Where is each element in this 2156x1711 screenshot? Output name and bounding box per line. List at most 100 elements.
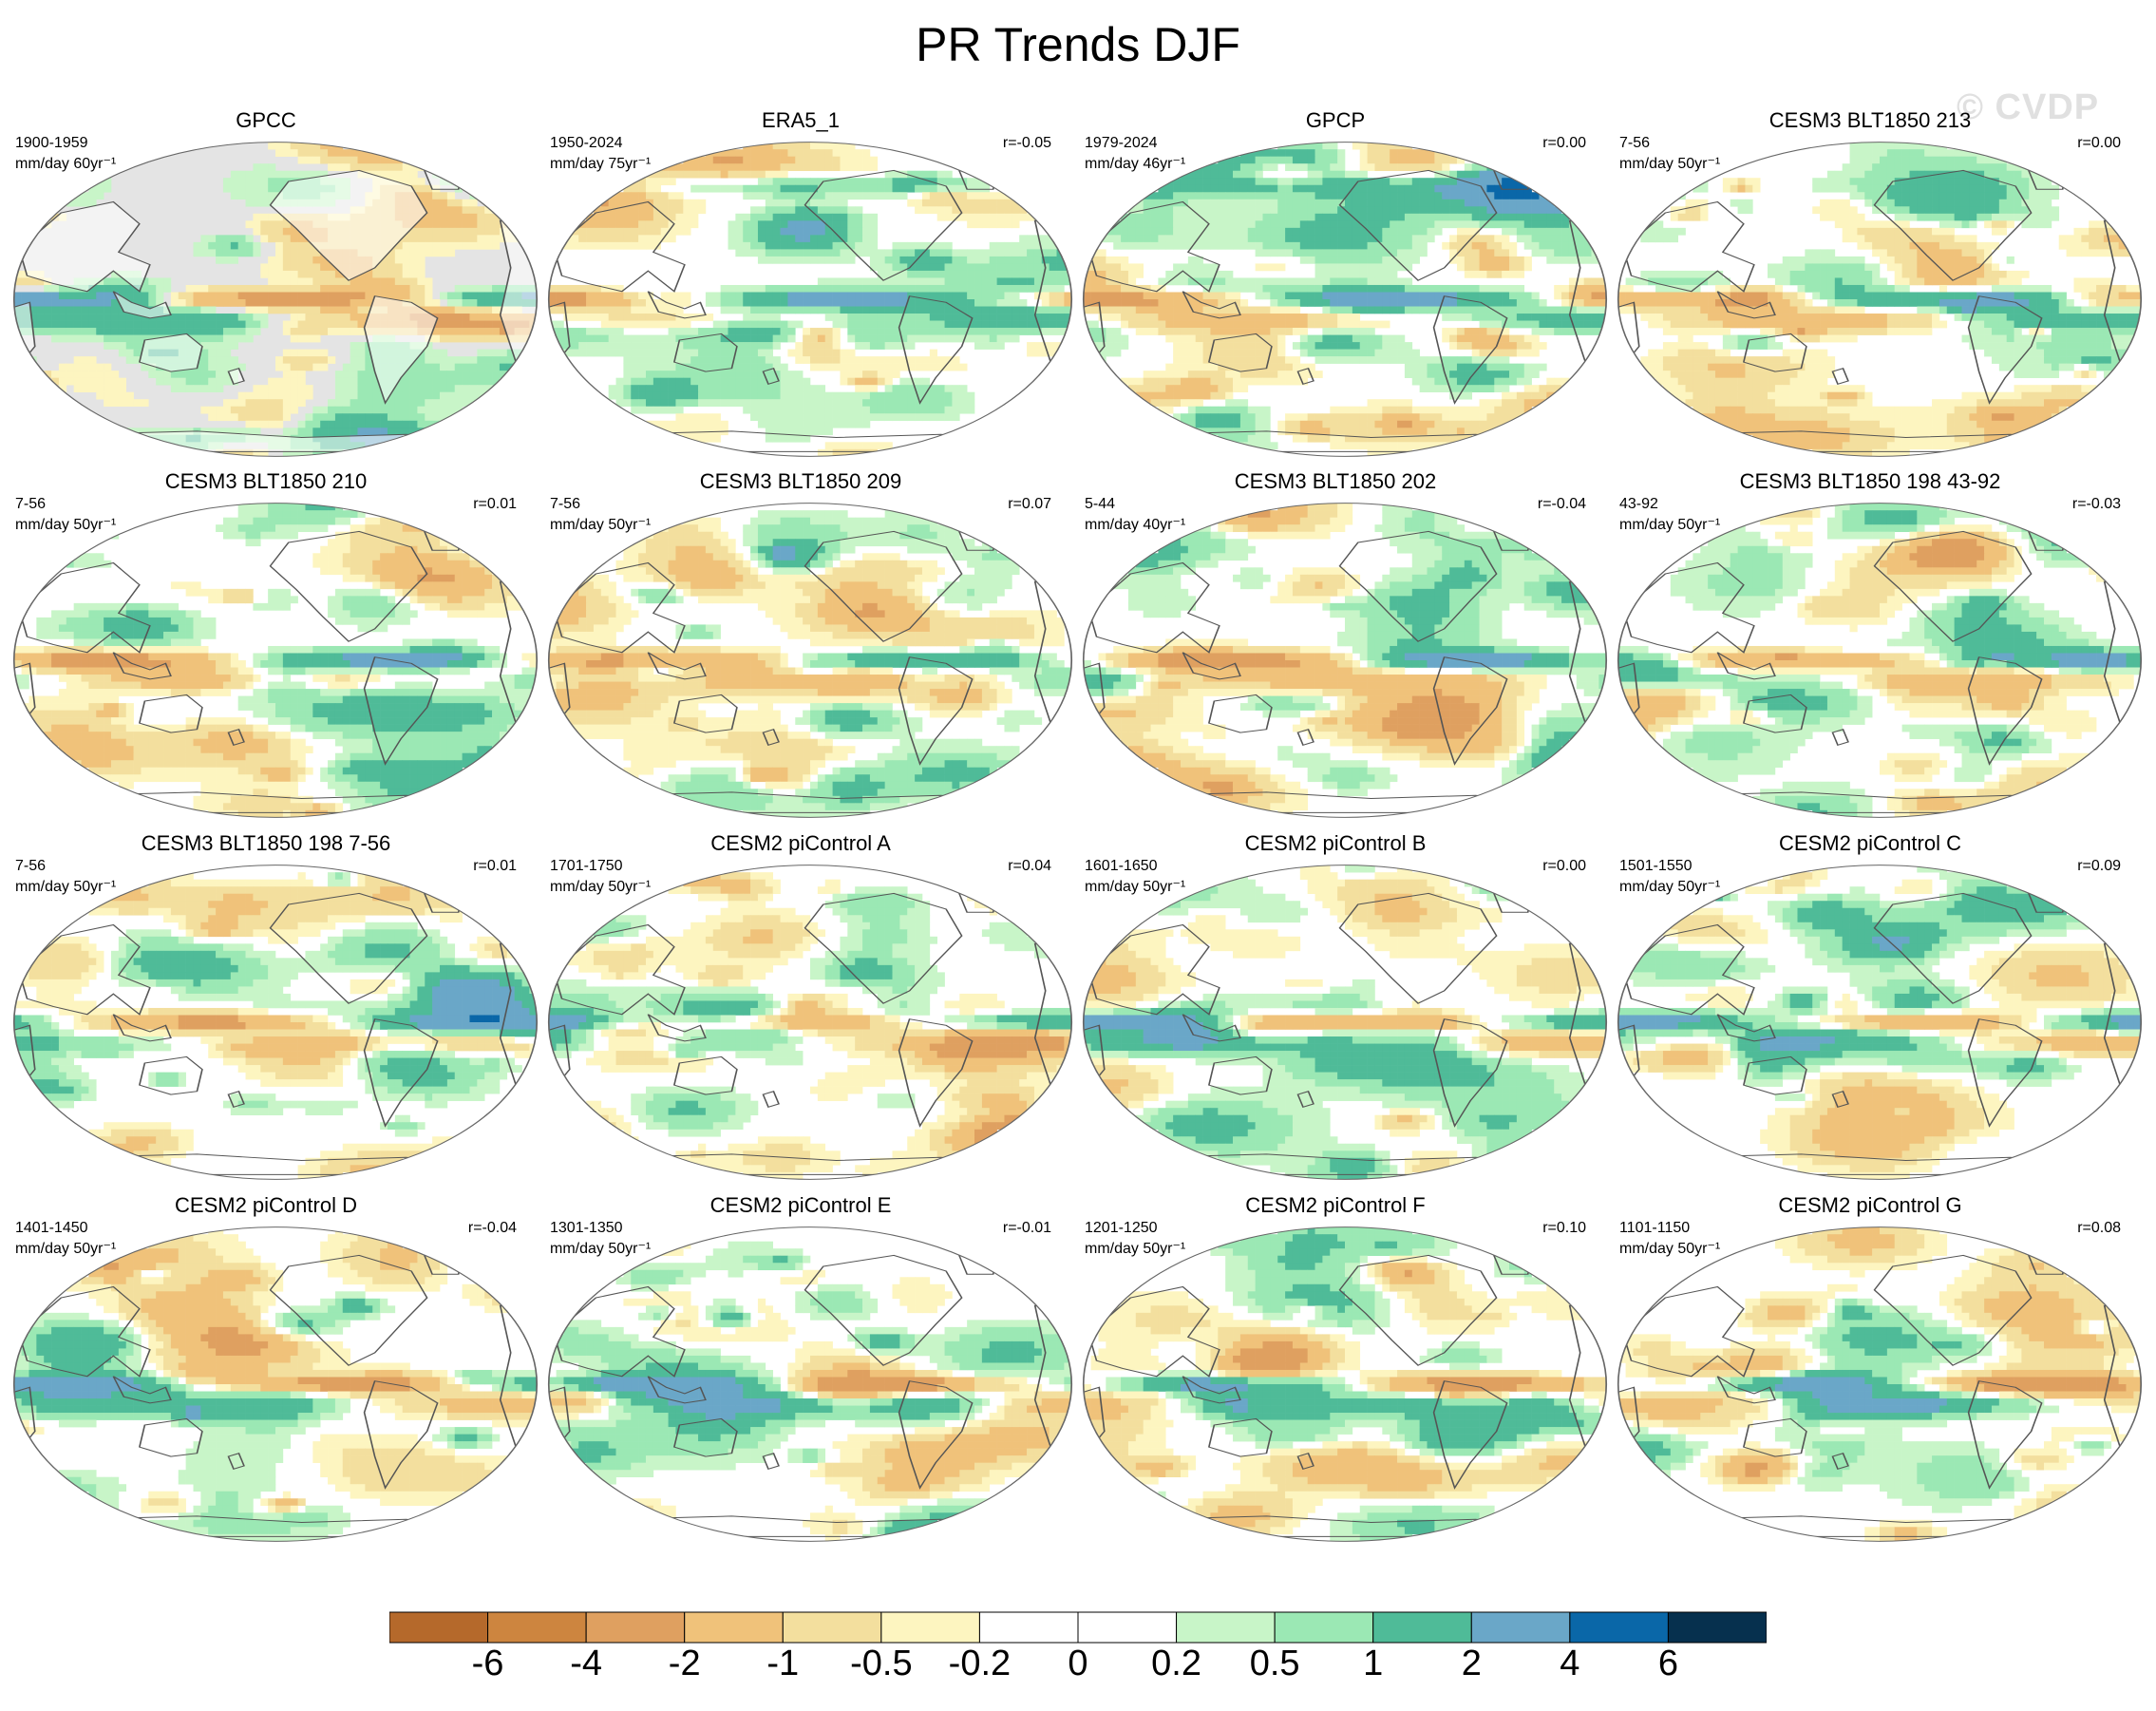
panel-title: ERA5_1 <box>535 108 1067 133</box>
panel-units: mm/day 60yr⁻¹ <box>15 154 116 173</box>
coastline <box>762 368 780 386</box>
page-title: PR Trends DJF <box>0 17 2156 72</box>
panel-years: 7-56 <box>15 496 46 513</box>
coastline <box>804 1254 963 1366</box>
map-outline <box>1082 503 1608 818</box>
coastline <box>1087 200 1220 293</box>
colorbar-tick-label: -1 <box>726 1644 840 1684</box>
map-plot <box>1082 1226 1608 1542</box>
coastline <box>363 1380 439 1490</box>
coastline <box>227 1091 245 1109</box>
coastline <box>1207 333 1273 372</box>
map-outline <box>1617 1226 2143 1542</box>
coastline <box>898 656 974 766</box>
coastline <box>1742 694 1807 733</box>
panel-years: 5-44 <box>1085 496 1115 513</box>
map-outline <box>1617 503 2143 818</box>
panel-title: CESM3 BLT1850 209 <box>535 469 1067 494</box>
colorbar-segment <box>1077 1611 1178 1644</box>
coastline <box>138 1417 203 1457</box>
panel-units: mm/day 50yr⁻¹ <box>1619 154 1720 173</box>
panel-units: mm/day 40yr⁻¹ <box>1085 515 1185 534</box>
coastline <box>1873 892 2033 1004</box>
coastline <box>647 1376 707 1404</box>
coastline <box>269 892 428 1004</box>
panel-correlation: r=0.00 <box>1542 135 1586 152</box>
coastline <box>363 1018 439 1128</box>
colorbar-tick-label: -2 <box>628 1644 742 1684</box>
coastline <box>553 200 686 293</box>
panel-correlation: r=0.01 <box>473 496 517 513</box>
map-outline <box>547 503 1073 818</box>
coastline <box>227 368 245 386</box>
coastline <box>762 729 780 747</box>
panel-units: mm/day 50yr⁻¹ <box>1619 1239 1720 1258</box>
map-plot <box>1617 142 2143 457</box>
panel-units: mm/day 75yr⁻¹ <box>550 154 651 173</box>
colorbar-tick-label: 4 <box>1513 1644 1627 1684</box>
panel-years: 1401-1450 <box>15 1220 88 1237</box>
map-outline <box>547 1226 1073 1542</box>
colorbar-tick-label: 2 <box>1414 1644 1528 1684</box>
map-panel: CESM3 BLT1850 210 7-56 mm/day 50yr⁻¹ r=0.01 <box>0 469 539 836</box>
panel-years: 1900-1959 <box>15 135 88 152</box>
panel-years: 1501-1550 <box>1619 858 1693 875</box>
panel-correlation: r=-0.04 <box>468 1220 517 1237</box>
map-outline <box>1082 142 1608 457</box>
map-plot <box>1617 865 2143 1180</box>
map-plot <box>1617 1226 2143 1542</box>
panel-years: 1701-1750 <box>550 858 623 875</box>
colorbar-segment <box>1667 1611 1767 1644</box>
panel-correlation: r=0.04 <box>1008 858 1051 875</box>
panel-correlation: r=-0.03 <box>2072 496 2121 513</box>
panel-years: 1101-1150 <box>1619 1220 1690 1237</box>
colorbar-segment <box>978 1611 1079 1644</box>
panel-title: CESM3 BLT1850 198 43-92 <box>1604 469 2136 494</box>
coastline <box>1831 729 1849 747</box>
panel-years: 1950-2024 <box>550 135 623 152</box>
panel-years: 7-56 <box>15 858 46 875</box>
colorbar-segment <box>1372 1611 1472 1644</box>
coastline <box>898 1380 974 1490</box>
coastline <box>1967 295 2043 405</box>
coastline <box>269 169 428 281</box>
coastline <box>1432 1380 1508 1490</box>
panel-units: mm/day 50yr⁻¹ <box>550 1239 651 1258</box>
panel-title: CESM3 BLT1850 198 7-56 <box>0 831 532 856</box>
map-panel: CESM3 BLT1850 213 7-56 mm/day 50yr⁻¹ r=0.00 <box>1604 108 2143 475</box>
coastline <box>1742 1055 1807 1095</box>
coastline <box>363 295 439 405</box>
panel-units: mm/day 50yr⁻¹ <box>1619 515 1720 534</box>
panel-units: mm/day 50yr⁻¹ <box>15 1239 116 1258</box>
panel-years: 1601-1650 <box>1085 858 1158 875</box>
coastline <box>1622 1285 1755 1378</box>
colorbar-segment <box>684 1611 784 1644</box>
coastline <box>1967 656 2043 766</box>
panel-title: CESM2 piControl F <box>1069 1193 1601 1218</box>
coastline <box>1182 291 1241 319</box>
panel-title: CESM2 piControl G <box>1604 1193 2136 1218</box>
coastline <box>1182 1014 1241 1042</box>
coastline <box>1716 1376 1776 1404</box>
panel-correlation: r=0.01 <box>473 858 517 875</box>
coastline <box>804 169 963 281</box>
panel-units: mm/day 50yr⁻¹ <box>1085 877 1185 896</box>
panel-correlation: r=0.07 <box>1008 496 1051 513</box>
map-outline <box>1617 142 2143 457</box>
coastline <box>1967 1380 2043 1490</box>
map-panel: CESM2 piControl C 1501-1550 mm/day 50yr⁻¹ r… <box>1604 831 2143 1198</box>
coastline <box>553 923 686 1016</box>
map-panel: CESM3 BLT1850 202 5-44 mm/day 40yr⁻¹ r=-0.0… <box>1069 469 1608 836</box>
coastline <box>1087 923 1220 1016</box>
coastline <box>553 561 686 654</box>
map-panel: CESM2 piControl D 1401-1450 mm/day 50yr⁻¹ r… <box>0 1193 539 1560</box>
coastline <box>1296 1091 1314 1109</box>
panel-title: CESM2 piControl E <box>535 1193 1067 1218</box>
coastline <box>138 1055 203 1095</box>
panel-correlation: r=0.00 <box>1542 858 1586 875</box>
panel-title: GPCP <box>1069 108 1601 133</box>
map-plot <box>1082 865 1608 1180</box>
coastline <box>898 295 974 405</box>
coastline <box>672 1055 738 1095</box>
coastline <box>1742 333 1807 372</box>
